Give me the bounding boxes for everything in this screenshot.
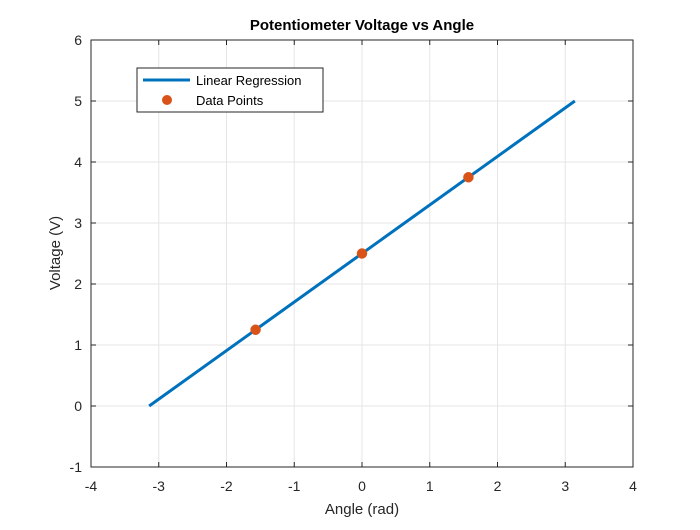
series-layer xyxy=(148,99,576,408)
legend-box xyxy=(136,67,324,113)
y-axis-label: Voltage (V) xyxy=(47,216,64,290)
legend-label-data-points: Data Points xyxy=(196,93,264,108)
x-tick-label: 4 xyxy=(629,478,637,494)
legend: Linear Regression Data Points xyxy=(136,67,324,113)
ticks xyxy=(90,39,634,468)
legend-label-linear-regression: Linear Regression xyxy=(196,73,302,88)
y-tick-label: 3 xyxy=(74,215,82,231)
data-point xyxy=(356,248,368,259)
x-tick-label: -3 xyxy=(153,478,166,494)
tick-labels: -4 -3 -2 -1 0 1 2 3 4 -1 0 1 2 3 4 5 6 xyxy=(70,32,638,494)
y-tick-label: 6 xyxy=(74,32,82,48)
x-tick-label: -1 xyxy=(288,478,301,494)
x-tick-label: -2 xyxy=(220,478,233,494)
y-tick-label: -1 xyxy=(70,459,83,475)
x-tick-label: 1 xyxy=(426,478,434,494)
legend-marker-swatch xyxy=(162,95,172,105)
y-tick-label: 1 xyxy=(74,337,82,353)
y-tick-label: 4 xyxy=(74,154,82,170)
data-point xyxy=(250,324,261,335)
x-tick-label: 2 xyxy=(494,478,502,494)
y-tick-label: 0 xyxy=(74,398,82,414)
x-tick-label: 0 xyxy=(358,478,366,494)
x-axis-label: Angle (rad) xyxy=(325,501,399,518)
chart-title: Potentiometer Voltage vs Angle xyxy=(250,17,474,34)
x-tick-label: -4 xyxy=(85,478,98,494)
y-tick-label: 5 xyxy=(74,93,82,109)
y-tick-label: 2 xyxy=(74,276,82,292)
x-tick-label: 3 xyxy=(561,478,569,494)
data-point xyxy=(463,172,474,183)
